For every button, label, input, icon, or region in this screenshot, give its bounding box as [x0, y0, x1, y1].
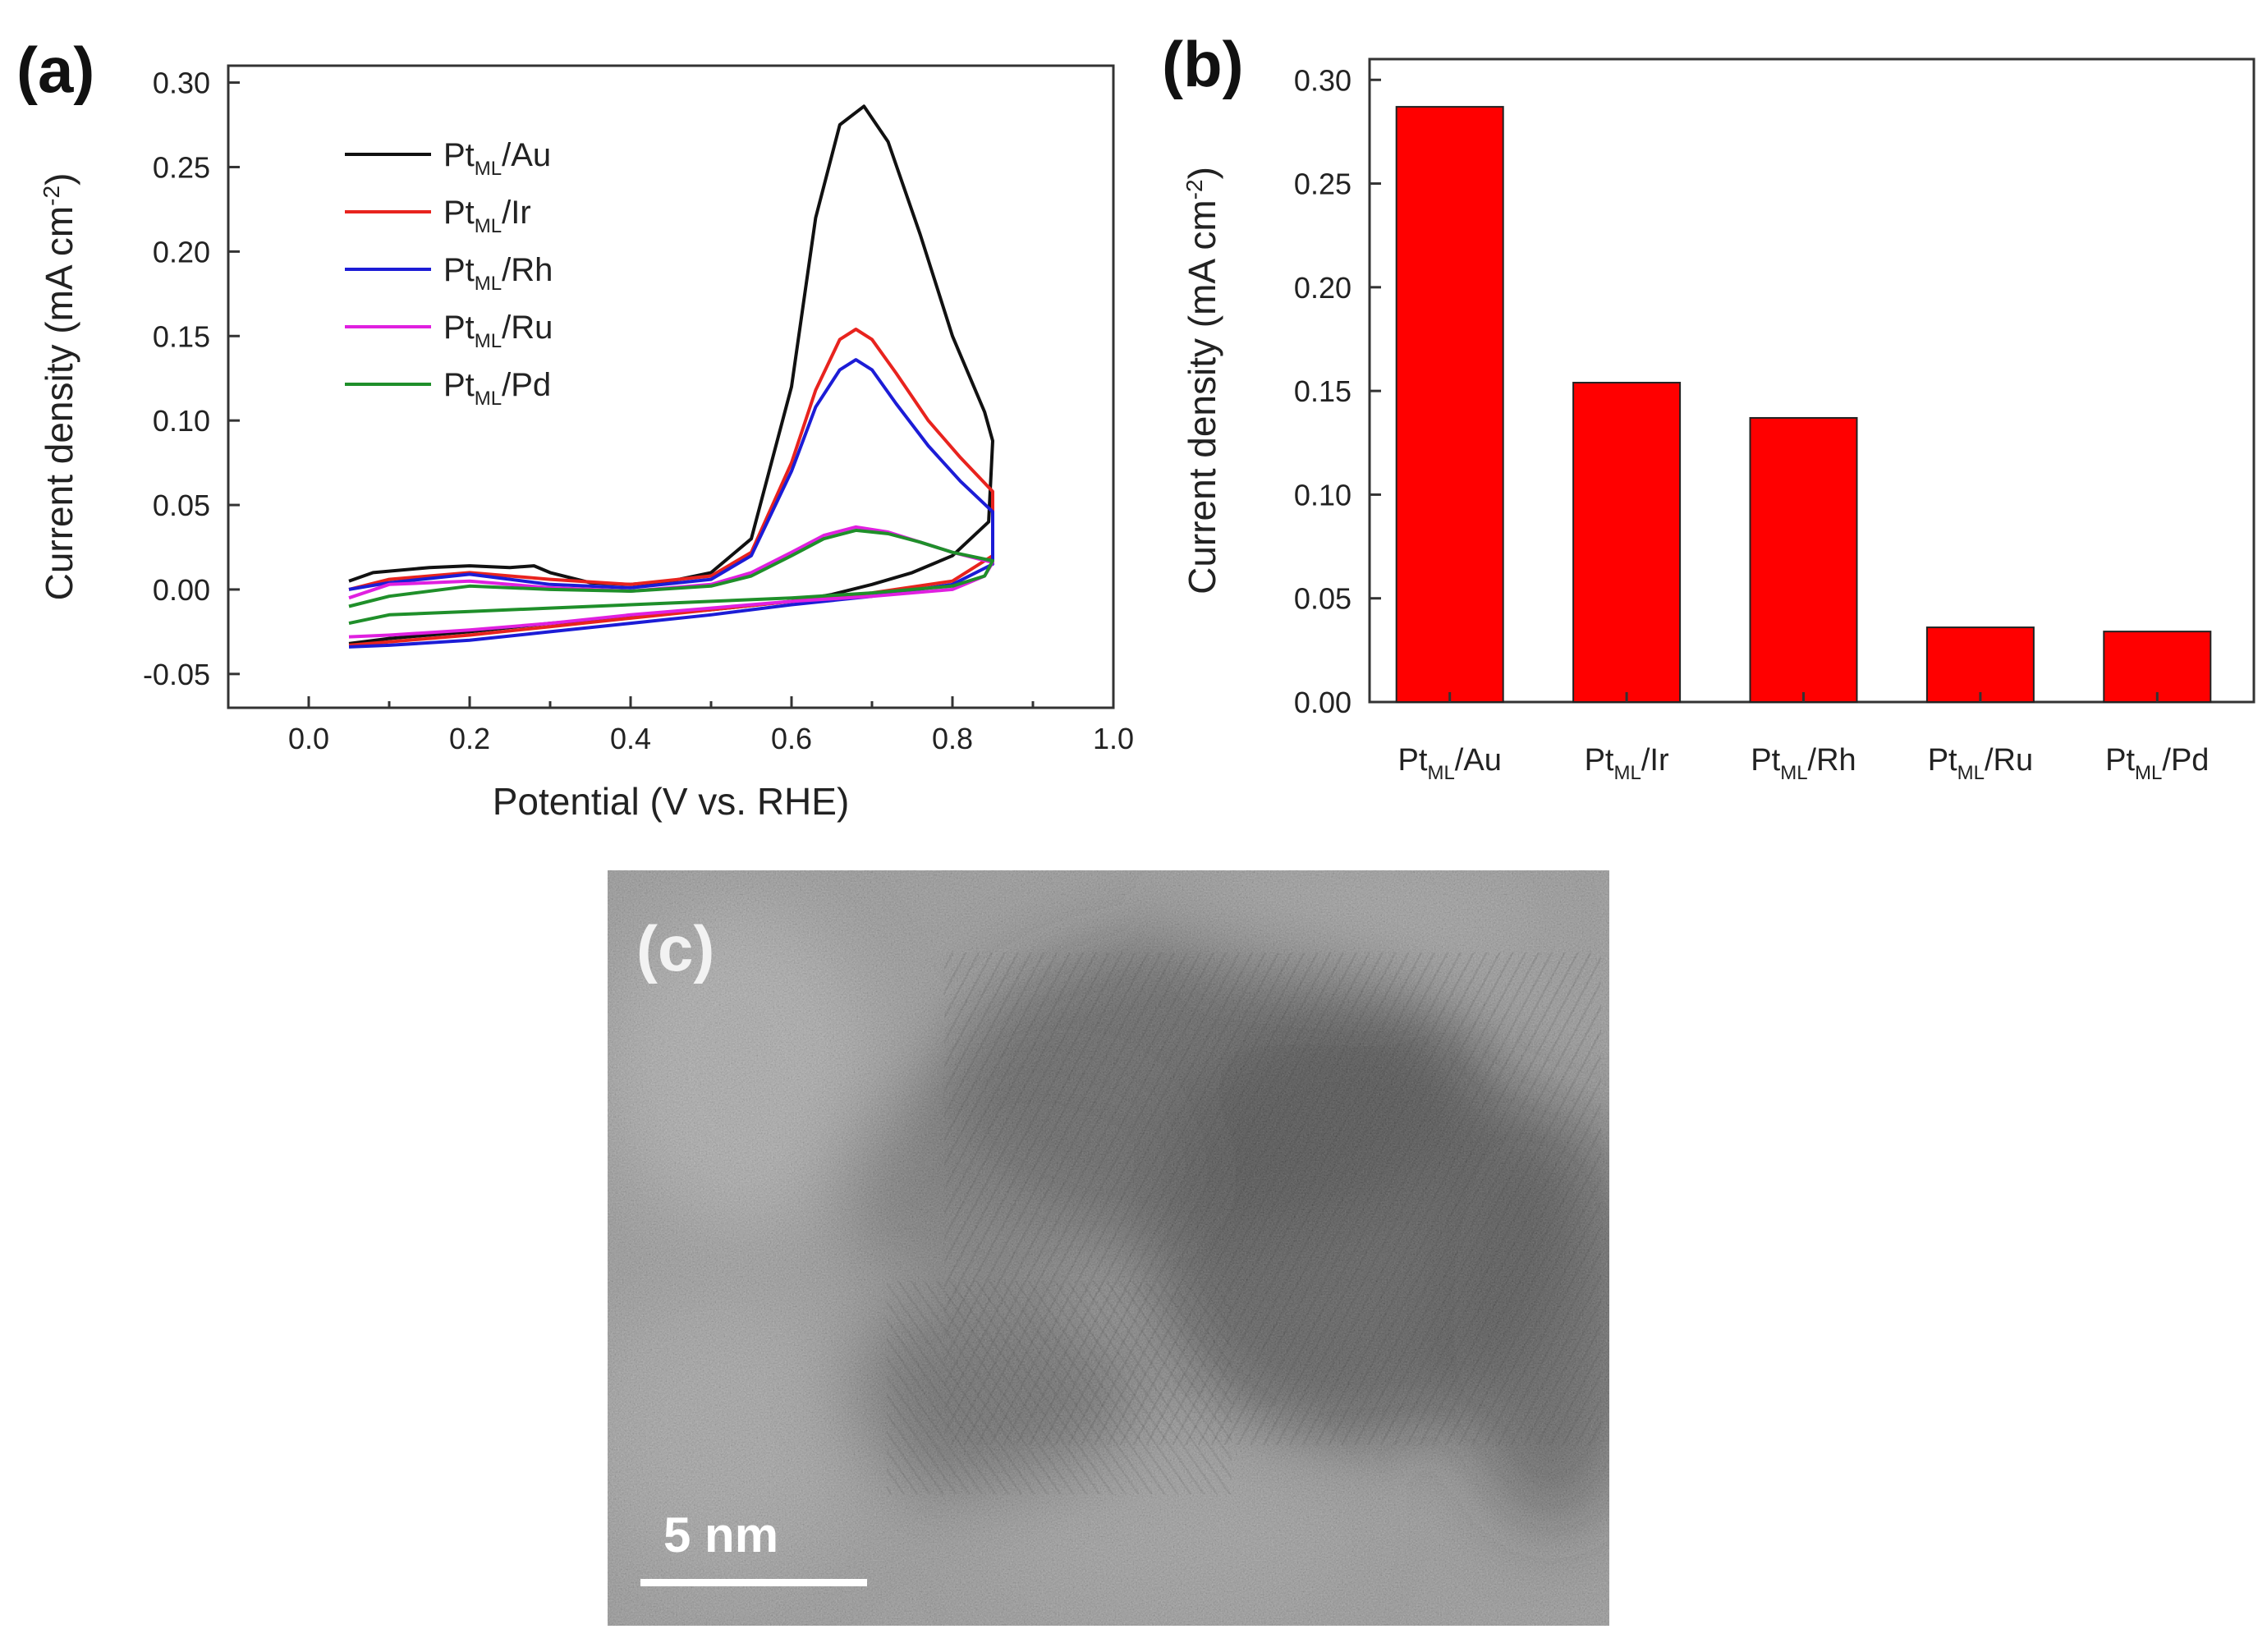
cv-legend: PtML/Au PtML/Ir PtML/Rh PtML/Ru PtML/Pd	[345, 137, 553, 410]
scale-bar-label: 5 nm	[663, 1507, 778, 1563]
panel-b-label: (b)	[1162, 28, 1244, 100]
x-tick-label: 0.8	[932, 722, 973, 755]
panel-b-bar-chart: (b) 0.00 0.05 0.10 0.15 0.20 0.25 0.30 Current …	[1162, 28, 2256, 784]
y-tick-label: 0.20	[153, 235, 210, 268]
legend-label: PtML/Au	[443, 137, 551, 180]
y-tick-label: 0.15	[1294, 374, 1351, 408]
y-axis-title: Current density (mA cm-2)	[1181, 167, 1223, 594]
tem-micrograph	[608, 870, 1609, 1626]
category-label: PtML/Pd	[2105, 743, 2209, 784]
y-tick-label: 0.25	[1294, 167, 1351, 201]
y-tick-label: 0.10	[1294, 478, 1351, 512]
y-tick-label: 0.15	[153, 319, 210, 353]
panel-c-label: (c)	[636, 912, 714, 984]
bar-ir	[1572, 382, 1682, 703]
cv-series-line-ir	[348, 328, 994, 647]
category-label: PtML/Ru	[1928, 743, 2033, 784]
x-tick-label: 0.6	[771, 722, 812, 755]
legend-label: PtML/Pd	[443, 367, 551, 410]
legend-label: PtML/Ru	[443, 310, 553, 352]
y-tick-label: 0.30	[153, 67, 210, 100]
x-tick-label: 0.2	[449, 722, 490, 755]
bar-plot-area: 0.00 0.05 0.10 0.15 0.20 0.25 0.30 Current dens…	[1181, 57, 2256, 784]
y-tick-label: 0.00	[153, 573, 210, 607]
legend-label: PtML/Ir	[443, 195, 531, 237]
cv-series-line-pd	[348, 528, 994, 626]
y-tick-label: 0.30	[1294, 63, 1351, 97]
x-tick-label: 0.4	[610, 722, 651, 755]
panel-a-label: (a)	[16, 34, 94, 106]
category-label: PtML/Rh	[1751, 743, 1856, 784]
x-axis-title: Potential (V vs. RHE)	[493, 780, 850, 823]
bar-ru	[1925, 626, 2035, 704]
scale-bar	[640, 1579, 867, 1586]
y-tick-label: 0.00	[1294, 686, 1351, 719]
panel-a-cv-chart: (a) 0.0 0.2 0.4 0.6 0.8 1.0-0.050.000.050.100…	[16, 34, 1134, 823]
category-label: PtML/Ir	[1585, 743, 1669, 784]
y-axis-title: Current density (mA cm-2)	[38, 173, 80, 601]
y-tick-label: -0.05	[143, 658, 210, 691]
bar-au	[1395, 106, 1504, 703]
y-tick-label: 0.20	[1294, 271, 1351, 305]
panel-c-tem-image: (c) 5 nm	[608, 870, 1609, 1626]
cv-series-line-rh	[348, 358, 994, 649]
bar-rh	[1749, 416, 1858, 703]
cv-plot-area: 0.0 0.2 0.4 0.6 0.8 1.0 -0.05 0.00 0.05 0.10 0.15 0…	[38, 64, 1134, 823]
cv-plot-frame	[227, 64, 1115, 709]
y-tick-label: 0.10	[153, 404, 210, 438]
x-tick-label: 0.0	[288, 722, 329, 755]
y-tick-label: 0.05	[1294, 582, 1351, 616]
bar-pd	[2103, 631, 2212, 703]
category-label: PtML/Au	[1398, 743, 1502, 784]
y-tick-label: 0.25	[153, 150, 210, 184]
legend-label: PtML/Rh	[443, 252, 553, 295]
x-tick-label: 1.0	[1093, 722, 1134, 755]
y-tick-label: 0.05	[153, 489, 210, 522]
